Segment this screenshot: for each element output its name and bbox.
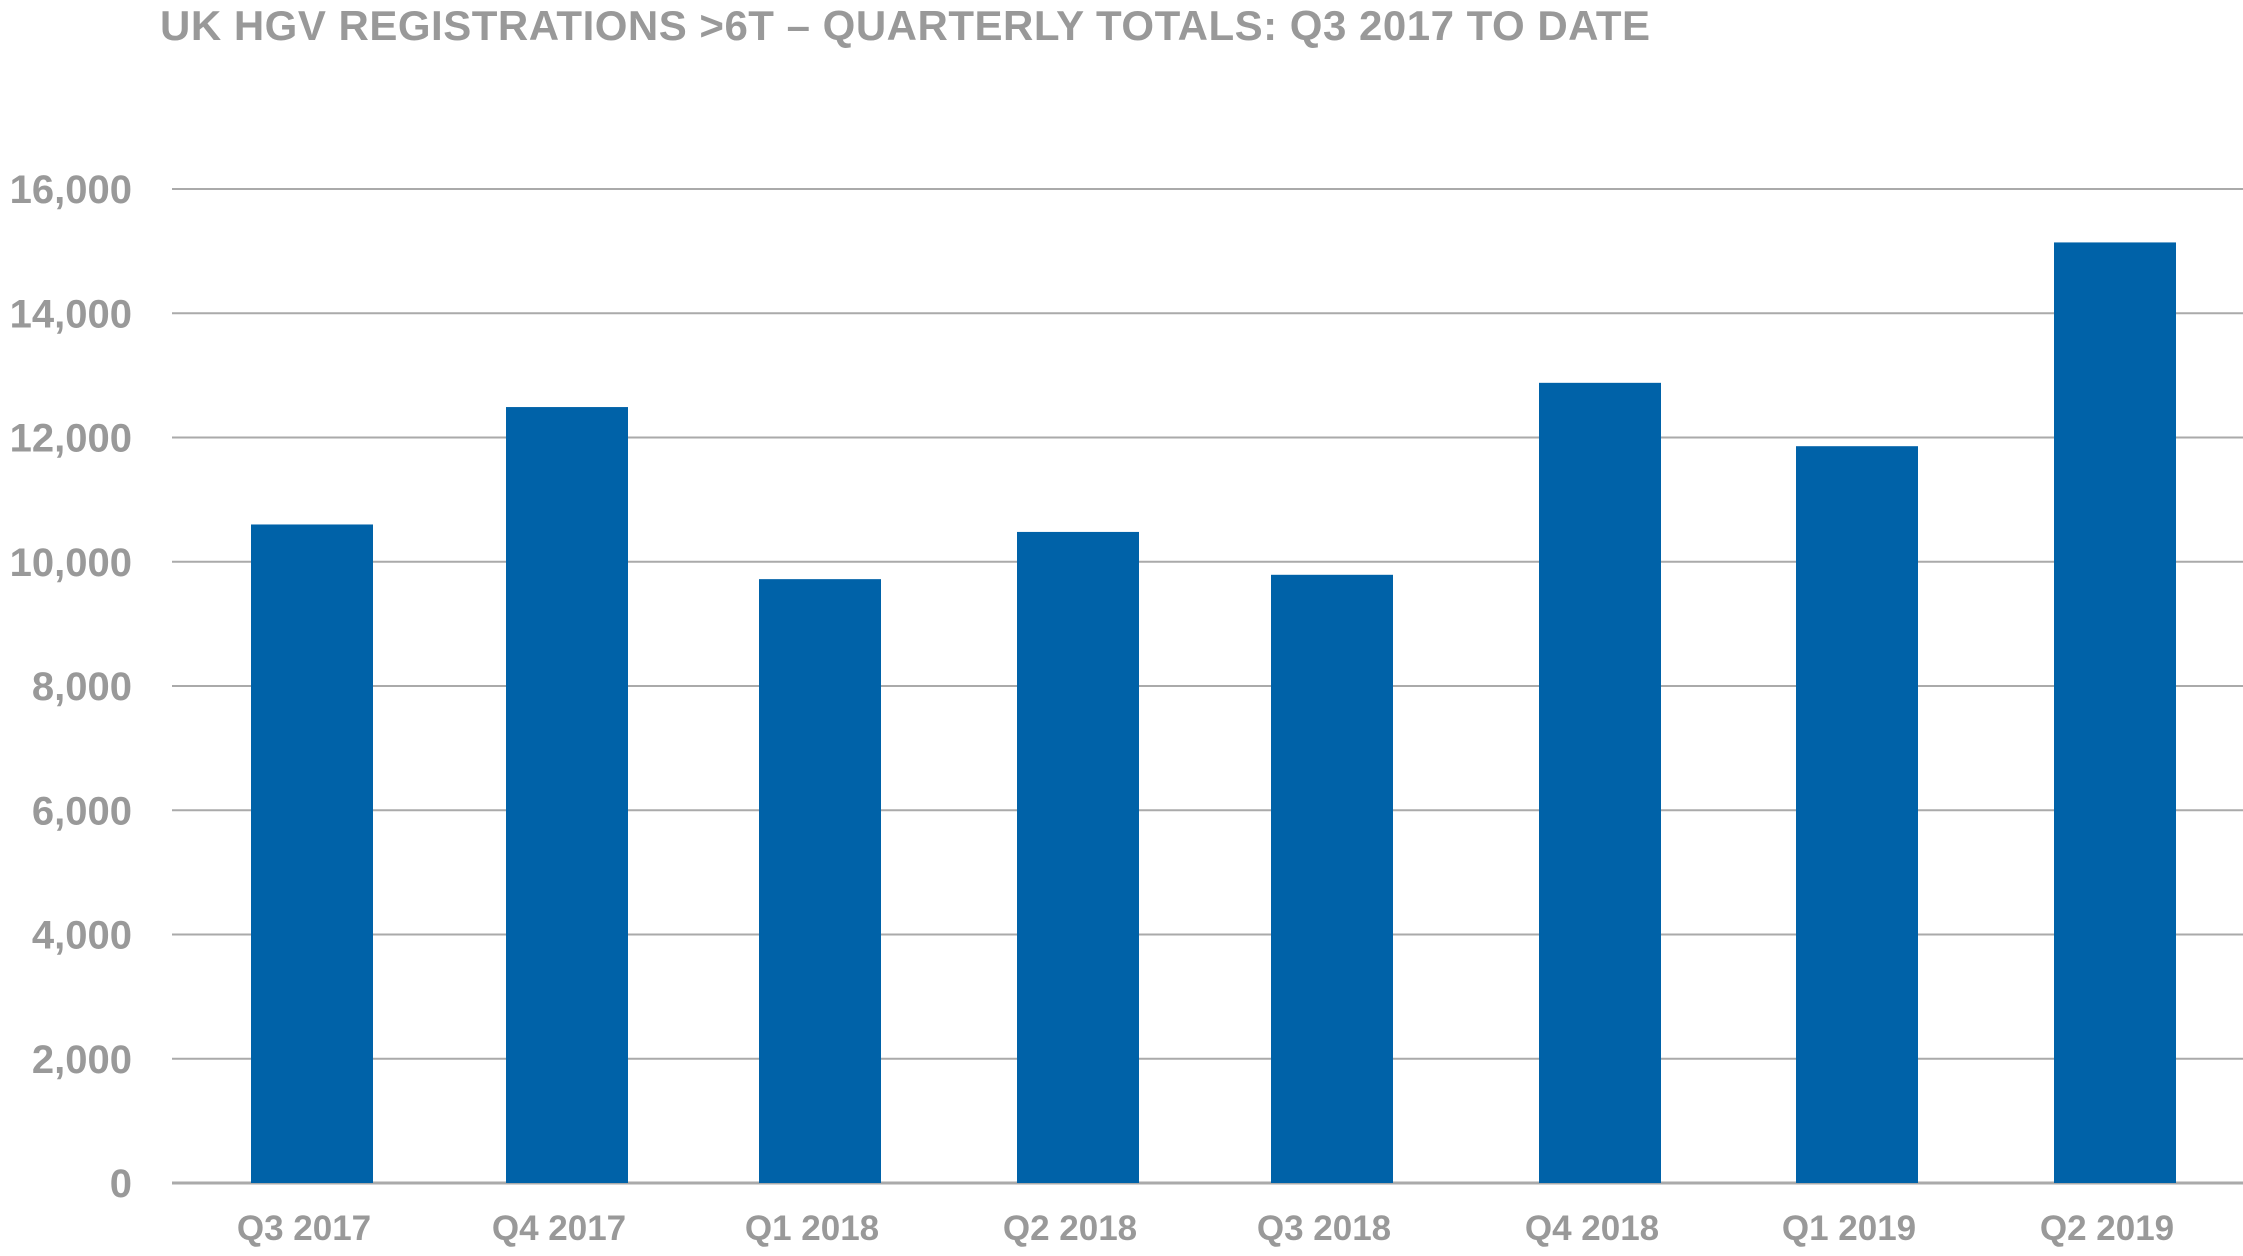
y-tick-label: 16,000	[10, 168, 132, 212]
bar-q1-2018	[759, 579, 881, 1183]
bar-q2-2018	[1017, 531, 1139, 1183]
gridlines	[172, 188, 2243, 1185]
bar-q4-2018	[1539, 382, 1661, 1184]
y-tick-label: 4,000	[32, 914, 132, 958]
y-axis-tick-labels: 0 2,000 4,000 6,000 8,000 10,000 12,000 14,000 1…	[10, 168, 132, 1206]
y-tick-label: 2,000	[32, 1038, 132, 1082]
x-category-label: Q2 2019	[2040, 1209, 2174, 1248]
bars	[251, 242, 2176, 1184]
y-tick-label: 10,000	[10, 541, 132, 585]
y-tick-label: 8,000	[32, 665, 132, 709]
y-tick-label: 14,000	[10, 292, 132, 336]
y-tick-label: 0	[110, 1162, 132, 1206]
bar-q4-2017	[506, 407, 628, 1184]
bar-q3-2018	[1271, 574, 1393, 1183]
bar-q2-2019	[2054, 242, 2176, 1184]
x-axis-category-labels: Q3 2017 Q4 2017 Q1 2018 Q2 2018 Q3 2018 Q4 20…	[237, 1209, 2174, 1248]
x-category-label: Q3 2018	[1257, 1209, 1391, 1248]
x-category-label: Q3 2017	[237, 1209, 371, 1248]
y-tick-label: 12,000	[10, 417, 132, 461]
x-category-label: Q2 2018	[1003, 1209, 1137, 1248]
x-category-label: Q1 2019	[1782, 1209, 1916, 1248]
x-category-label: Q1 2018	[745, 1209, 879, 1248]
bar-q3-2017	[251, 524, 373, 1183]
bar-q1-2019	[1796, 446, 1918, 1183]
y-tick-label: 6,000	[32, 789, 132, 833]
x-category-label: Q4 2017	[492, 1209, 626, 1248]
chart-title: UK HGV REGISTRATIONS >6T – QUARTERLY TOT…	[160, 2, 1651, 49]
x-category-label: Q4 2018	[1525, 1209, 1659, 1248]
